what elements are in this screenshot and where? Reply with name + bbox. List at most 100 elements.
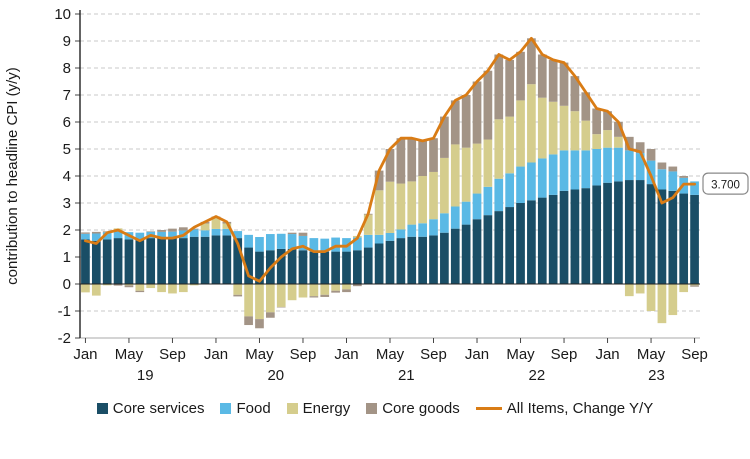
bar-segment	[690, 194, 699, 284]
bar-segment	[222, 223, 232, 229]
bar-segment	[624, 180, 634, 284]
bar-segment	[537, 158, 547, 198]
bar-segment	[635, 180, 645, 284]
x-year-label: 21	[398, 367, 415, 384]
bar-segment	[244, 234, 253, 248]
bar-segment	[581, 92, 591, 121]
bar-segment	[548, 59, 558, 102]
bar-segment	[178, 227, 188, 231]
bar-segment	[440, 157, 449, 214]
bar-segment	[635, 284, 645, 294]
bar-segment	[570, 111, 580, 151]
bar-segment	[668, 171, 678, 191]
y-tick-label: 1	[63, 249, 71, 266]
food-swatch	[220, 403, 232, 414]
bar-segment	[374, 243, 384, 284]
bar-segment	[331, 290, 340, 293]
bar-segment	[624, 284, 634, 297]
bar-segment	[548, 194, 558, 284]
bar-segment	[211, 235, 221, 284]
legend-item-all-items: All Items, Change Y/Y	[475, 400, 653, 417]
bar-segment	[135, 232, 145, 240]
bar-segment	[592, 185, 602, 284]
bar-segment	[537, 54, 547, 98]
x-tick-label: Jan	[595, 346, 619, 363]
bar-segment	[603, 147, 612, 183]
bar-segment	[646, 160, 656, 185]
x-tick-label: Jan	[204, 346, 228, 363]
bar-segment	[200, 236, 210, 284]
bar-segment	[342, 284, 351, 290]
bar-segment	[287, 234, 297, 249]
bar-segment	[266, 234, 275, 251]
bar-segment	[342, 289, 351, 293]
bar-segment	[429, 219, 438, 236]
bar-segment	[146, 231, 156, 232]
bar-segment	[222, 235, 232, 284]
bar-segment	[516, 100, 525, 167]
bar-segment	[559, 150, 569, 191]
y-axis-title: contribution to headline CPI (y/y)	[4, 67, 21, 285]
bar-segment	[113, 231, 123, 239]
bar-segment	[668, 166, 678, 172]
bar-segment	[146, 284, 156, 289]
bar-segment	[81, 284, 90, 293]
bar-segment	[396, 138, 406, 184]
x-tick-label: May	[637, 346, 666, 363]
bar-segment	[396, 183, 406, 230]
legend-label-core-services: Core services	[112, 400, 205, 417]
bar-segment	[614, 181, 623, 284]
bar-segment	[418, 176, 427, 224]
bar-segment	[91, 231, 101, 234]
bar-segment	[581, 120, 591, 151]
bar-segment	[657, 169, 667, 190]
annotation-value: 3.700	[711, 180, 740, 192]
bar-segment	[320, 294, 330, 297]
bar-segment	[461, 95, 471, 148]
bar-segment	[527, 38, 536, 85]
bar-segment	[233, 294, 243, 297]
x-tick-label: Sep	[551, 346, 578, 363]
bar-segment	[603, 130, 612, 148]
x-tick-label: Sep	[681, 346, 708, 363]
all-items-line	[84, 36, 696, 283]
bar-segment	[255, 284, 264, 320]
legend-item-energy: Energy	[286, 400, 350, 417]
bar-segment	[266, 284, 275, 313]
bar-segment	[581, 188, 591, 284]
x-tick-label: Jan	[73, 346, 97, 363]
bar-segment	[244, 316, 253, 326]
bar-segment	[516, 203, 525, 284]
bar-segment	[548, 101, 558, 155]
bar-segment	[483, 186, 493, 216]
x-tick-label: May	[376, 346, 405, 363]
bar-segment	[679, 193, 689, 284]
legend-label-food: Food	[236, 400, 271, 417]
bar-segment	[189, 236, 199, 284]
x-tick-label: May	[115, 346, 144, 363]
x-tick-label: Sep	[420, 346, 447, 363]
bar-segment	[91, 284, 101, 296]
bar-segment	[124, 239, 134, 284]
bar-segment	[592, 134, 602, 149]
bar-segment	[559, 105, 569, 151]
bar-segment	[331, 284, 340, 291]
bar-segment	[81, 239, 90, 284]
bar-segment	[657, 284, 667, 324]
bar-segment	[320, 251, 330, 284]
bar-segment	[668, 284, 678, 316]
x-year-label: 20	[267, 367, 284, 384]
x-year-label: 22	[528, 367, 545, 384]
bar-segment	[157, 284, 166, 293]
bar-segment	[298, 232, 308, 236]
bar-segment	[81, 232, 90, 234]
bar-segment	[614, 136, 623, 148]
bar-segment	[276, 284, 286, 307]
core-goods-swatch	[366, 403, 378, 414]
y-tick-label: 9	[63, 33, 71, 50]
bar-segment	[331, 251, 340, 284]
y-tick-label: 4	[63, 168, 71, 185]
bar-segment	[407, 181, 417, 225]
